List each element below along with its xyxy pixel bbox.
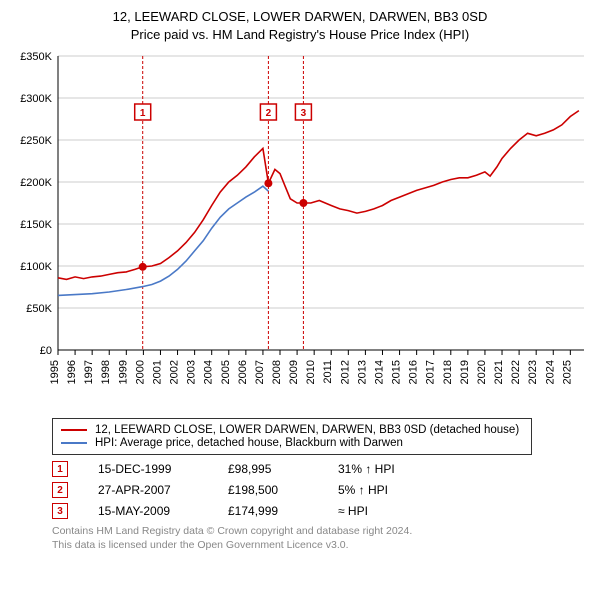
svg-text:1: 1 [140,108,146,119]
sale-price: £174,999 [228,504,338,518]
sales-row: 1 15-DEC-1999 £98,995 31% ↑ HPI [52,461,586,477]
svg-text:2014: 2014 [373,360,385,384]
legend-label-hpi: HPI: Average price, detached house, Blac… [95,437,403,449]
title-line-2: Price paid vs. HM Land Registry's House … [10,26,590,44]
sales-table: 1 15-DEC-1999 £98,995 31% ↑ HPI 2 27-APR… [52,461,586,519]
svg-text:2002: 2002 [169,360,181,384]
sale-marker-3: 3 [52,503,68,519]
svg-text:2013: 2013 [356,360,368,384]
svg-text:1997: 1997 [83,360,95,384]
footer-line-1: Contains HM Land Registry data © Crown c… [52,525,586,539]
svg-text:£250K: £250K [20,135,52,147]
svg-text:1995: 1995 [49,360,61,384]
svg-text:£100K: £100K [20,261,52,273]
svg-text:2012: 2012 [339,360,351,384]
svg-text:3: 3 [301,108,307,119]
svg-text:£300K: £300K [20,93,52,105]
svg-text:1996: 1996 [66,360,78,384]
svg-text:2024: 2024 [544,360,556,384]
sale-date: 27-APR-2007 [98,483,228,497]
svg-text:£350K: £350K [20,51,52,63]
sale-hpi: 31% ↑ HPI [338,462,458,476]
attribution-footer: Contains HM Land Registry data © Crown c… [52,525,586,552]
legend-swatch-property [61,429,87,431]
svg-text:£50K: £50K [26,303,52,315]
svg-text:2015: 2015 [391,360,403,384]
sale-marker-2: 2 [52,482,68,498]
svg-text:1999: 1999 [117,360,129,384]
svg-text:2018: 2018 [442,360,454,384]
svg-text:2022: 2022 [510,360,522,384]
svg-text:2019: 2019 [459,360,471,384]
svg-text:2001: 2001 [151,360,163,384]
sale-price: £198,500 [228,483,338,497]
svg-text:2006: 2006 [237,360,249,384]
svg-text:2023: 2023 [527,360,539,384]
legend-row-property: 12, LEEWARD CLOSE, LOWER DARWEN, DARWEN,… [61,424,523,436]
svg-text:2020: 2020 [476,360,488,384]
sale-hpi: 5% ↑ HPI [338,483,458,497]
svg-text:2005: 2005 [220,360,232,384]
svg-text:2009: 2009 [288,360,300,384]
legend: 12, LEEWARD CLOSE, LOWER DARWEN, DARWEN,… [52,418,532,455]
svg-text:2025: 2025 [561,360,573,384]
svg-text:£0: £0 [40,345,52,357]
legend-row-hpi: HPI: Average price, detached house, Blac… [61,437,523,449]
svg-text:2003: 2003 [186,360,198,384]
sale-hpi: ≈ HPI [338,504,458,518]
sale-price: £98,995 [228,462,338,476]
svg-text:2016: 2016 [408,360,420,384]
sales-row: 2 27-APR-2007 £198,500 5% ↑ HPI [52,482,586,498]
title-line-1: 12, LEEWARD CLOSE, LOWER DARWEN, DARWEN,… [10,8,590,26]
legend-swatch-hpi [61,442,87,444]
svg-text:£200K: £200K [20,177,52,189]
svg-text:£150K: £150K [20,219,52,231]
sale-date: 15-DEC-1999 [98,462,228,476]
svg-text:2021: 2021 [493,360,505,384]
footer-line-2: This data is licensed under the Open Gov… [52,539,586,553]
svg-text:2: 2 [266,108,272,119]
svg-text:2010: 2010 [305,360,317,384]
svg-text:2000: 2000 [134,360,146,384]
svg-text:2008: 2008 [271,360,283,384]
sale-marker-1: 1 [52,461,68,477]
svg-text:1998: 1998 [100,360,112,384]
svg-text:2004: 2004 [203,360,215,384]
chart-svg: £0 £50K £100K £150K £200K £250K £300K £350K 1995… [10,50,590,410]
sale-date: 15-MAY-2009 [98,504,228,518]
sales-row: 3 15-MAY-2009 £174,999 ≈ HPI [52,503,586,519]
price-chart: £0 £50K £100K £150K £200K £250K £300K £350K 1995… [10,50,590,410]
chart-title-block: 12, LEEWARD CLOSE, LOWER DARWEN, DARWEN,… [10,8,590,44]
legend-label-property: 12, LEEWARD CLOSE, LOWER DARWEN, DARWEN,… [95,424,519,436]
svg-text:2017: 2017 [425,360,437,384]
svg-text:2007: 2007 [254,360,266,384]
svg-text:2011: 2011 [322,360,334,384]
